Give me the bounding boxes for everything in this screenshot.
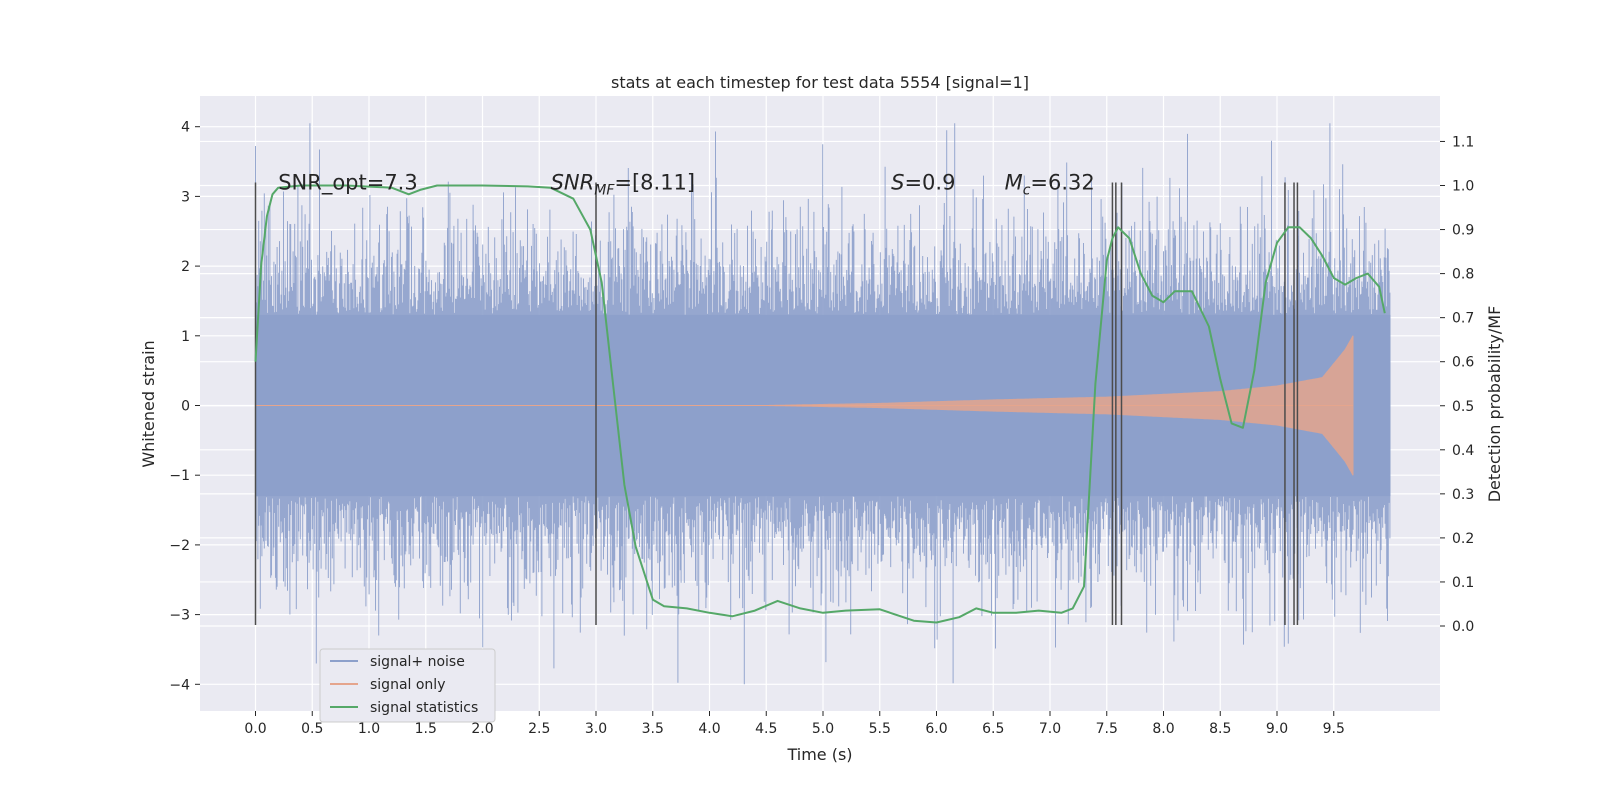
- signal-statistics-series: [254, 184, 1386, 624]
- y-tick-label: 0: [181, 399, 190, 415]
- x-tick-label: 0.0: [244, 721, 266, 737]
- x-tick-label: 5.5: [869, 721, 891, 737]
- y2-tick-label: 1.1: [1452, 134, 1474, 150]
- annotation-value: =6.32: [1030, 170, 1094, 194]
- y2-axis-ticks: 1.1 1.0 0.9 0.8 0.7 0.6 0.5 0.4 0.3 0.2 0.1 0.0: [1440, 134, 1474, 635]
- y-axis-label: Whitened strain: [139, 340, 158, 467]
- signal-statistics-line: [254, 184, 1386, 624]
- y-tick-label: 3: [181, 189, 190, 205]
- y-tick-label: −2: [169, 538, 190, 554]
- y2-tick-label: 0.7: [1452, 311, 1474, 327]
- y2-tick-label: 0.9: [1452, 223, 1474, 239]
- x-tick-label: 2.5: [528, 721, 550, 737]
- annotation-2: S=0.9: [891, 170, 955, 194]
- legend-label-signal-only: signal only: [370, 677, 445, 693]
- annotation-symbol: M: [1005, 170, 1023, 194]
- legend-label-signal-statistics: signal statistics: [370, 700, 478, 716]
- annotations: SNR_opt=7.3 SNRMF=[8.11] S=0.9 Mc=6.32: [278, 170, 1095, 198]
- x-tick-label: 1.0: [358, 721, 380, 737]
- y2-tick-label: 0.4: [1452, 443, 1474, 459]
- x-tick-label: 6.0: [925, 721, 947, 737]
- x-tick-label: 4.5: [755, 721, 777, 737]
- y-tick-label: 4: [181, 120, 190, 136]
- y-tick-label: −3: [169, 608, 190, 624]
- x-tick-label: 2.0: [471, 721, 493, 737]
- legend-box: [319, 648, 496, 723]
- y-tick-label: −4: [169, 677, 190, 693]
- annotation-symbol: SNR: [551, 170, 595, 194]
- y2-tick-label: 0.3: [1452, 487, 1474, 503]
- x-axis-ticks: 0.0 0.5 1.0 1.5 2.0 2.5 3.0 3.5 4.0 4.5 5.0 5.5 6.0 6…: [244, 711, 1345, 737]
- annotation-subscript: MF: [594, 182, 615, 198]
- y-tick-label: −1: [169, 468, 190, 484]
- annotation-3: Mc=6.32: [1005, 170, 1095, 198]
- y2-tick-label: 0.8: [1452, 267, 1474, 283]
- x-tick-label: 9.5: [1323, 721, 1345, 737]
- annotation-symbol: S: [891, 170, 904, 194]
- signal-only-series: [255, 335, 1354, 476]
- legend: signal+ noise signal only signal statist…: [319, 648, 496, 723]
- x-axis-label: Time (s): [786, 745, 852, 764]
- x-tick-label: 6.5: [982, 721, 1004, 737]
- x-tick-label: 5.0: [812, 721, 834, 737]
- y2-tick-label: 0.0: [1452, 619, 1474, 635]
- y2-axis-label: Detection probability/MF: [1485, 306, 1504, 503]
- y-tick-label: 2: [181, 259, 190, 275]
- x-tick-label: 3.0: [585, 721, 607, 737]
- annotation-value: =[8.11]: [614, 170, 695, 194]
- x-tick-label: 8.0: [1152, 721, 1174, 737]
- x-tick-label: 1.5: [415, 721, 437, 737]
- x-tick-label: 0.5: [301, 721, 323, 737]
- y2-tick-label: 1.0: [1452, 179, 1474, 195]
- y2-tick-label: 0.1: [1452, 575, 1474, 591]
- y2-tick-label: 0.2: [1452, 531, 1474, 547]
- x-tick-label: 8.5: [1209, 721, 1231, 737]
- legend-label-signal-noise: signal+ noise: [370, 654, 465, 670]
- x-tick-label: 4.0: [698, 721, 720, 737]
- annotation-value: =0.9: [904, 170, 955, 194]
- annotation-0: SNR_opt=7.3: [278, 170, 418, 195]
- y2-tick-label: 0.5: [1452, 399, 1474, 415]
- x-tick-label: 7.0: [1039, 721, 1061, 737]
- x-tick-label: 3.5: [642, 721, 664, 737]
- y2-tick-label: 0.6: [1452, 355, 1474, 371]
- y-tick-label: 1: [181, 329, 190, 345]
- x-tick-label: 9.0: [1266, 721, 1288, 737]
- annotation-subscript: c: [1023, 182, 1031, 198]
- chart-title: stats at each timestep for test data 555…: [611, 73, 1029, 92]
- annotation-1: SNRMF=[8.11]: [551, 170, 696, 198]
- x-tick-label: 7.5: [1096, 721, 1118, 737]
- y-axis-ticks: 4 3 2 1 0 −1 −2 −3 −4: [169, 120, 200, 693]
